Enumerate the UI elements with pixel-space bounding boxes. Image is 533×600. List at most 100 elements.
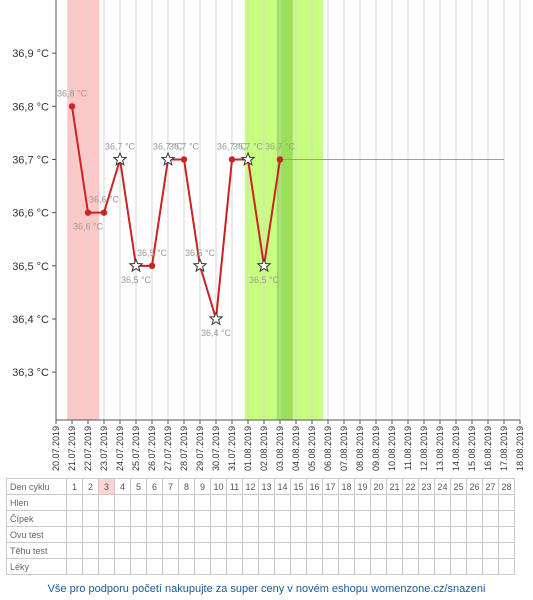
- table-cell: [194, 494, 211, 511]
- table-cell: [210, 542, 227, 559]
- table-cell: [82, 558, 99, 575]
- day-number: 25: [450, 478, 467, 495]
- star-marker: [240, 151, 256, 166]
- table-cell: [82, 526, 99, 543]
- day-number: 6: [146, 478, 163, 495]
- x-tick-label: 12.08.2019: [419, 426, 429, 471]
- table-cell: [162, 494, 179, 511]
- day-number: 15: [290, 478, 307, 495]
- cycle-bands: [67, 0, 324, 420]
- table-cell: [322, 510, 339, 527]
- table-cell: [82, 542, 99, 559]
- table-cell: [66, 542, 83, 559]
- day-number: 27: [482, 478, 499, 495]
- y-tick-label: 36,6 °C: [12, 208, 49, 220]
- table-cell: [322, 494, 339, 511]
- table-cell: [418, 558, 435, 575]
- y-tick-label: 36,5 °C: [12, 261, 49, 273]
- dot-marker: [68, 103, 76, 110]
- table-cell: [306, 558, 323, 575]
- table-cell: [226, 542, 243, 559]
- table-cell: [498, 494, 515, 511]
- day-number: 4: [114, 478, 131, 495]
- table-cell: [290, 510, 307, 527]
- table-cell: [306, 542, 323, 559]
- table-cell: [354, 526, 371, 543]
- data-label: 36,6 °C: [73, 222, 104, 232]
- day-number: 7: [162, 478, 179, 495]
- table-cell: [370, 526, 387, 543]
- table-cell: [434, 494, 451, 511]
- table-cell: [434, 542, 451, 559]
- x-tick-label: 08.08.2019: [355, 426, 365, 471]
- table-cell: [450, 558, 467, 575]
- table-cell: [178, 510, 195, 527]
- day-number: 14: [274, 478, 291, 495]
- table-cell: [82, 494, 99, 511]
- table-cell: [290, 494, 307, 511]
- promo-footer[interactable]: Vše pro podporu početí nakupujte za supe…: [47, 583, 486, 595]
- x-tick-label: 22.07.2019: [83, 426, 93, 471]
- dot-marker: [148, 262, 156, 270]
- table-cell: [114, 558, 131, 575]
- table-cell: [146, 526, 163, 543]
- table-cell: [386, 494, 403, 511]
- data-label: 36,4 °C: [201, 328, 232, 338]
- table-cell: [386, 526, 403, 543]
- x-tick-label: 06.08.2019: [323, 426, 333, 471]
- temperature-series: 36,8 °C 36,6 °C 36,6 °C 36,7 °C 36,5 °C 36,5 …: [57, 88, 504, 338]
- table-cell: [114, 542, 131, 559]
- day-number: 26: [466, 478, 483, 495]
- table-cell: [370, 510, 387, 527]
- table-cell: [114, 510, 131, 527]
- x-tick-label: 23.07.2019: [99, 426, 109, 471]
- table-cell: [386, 558, 403, 575]
- table-cell: [306, 494, 323, 511]
- day-number: 20: [370, 478, 387, 495]
- table-cell: [290, 526, 307, 543]
- table-cell: [178, 558, 195, 575]
- table-cell: [210, 558, 227, 575]
- table-cell: [322, 542, 339, 559]
- table-cell: [466, 542, 483, 559]
- table-row: Den cyklu 1 2 3 4 5 6 7 8 9 10 11 12 13 14 15 16 17 18 19 20…: [6, 478, 515, 495]
- star-marker: [192, 257, 208, 273]
- x-tick-label: 20.07.2019: [51, 426, 61, 471]
- data-label: 36,6 °C: [89, 195, 120, 205]
- table-cell: [482, 542, 499, 559]
- day-number: 17: [322, 478, 339, 495]
- row-label-hlen: Hlen: [6, 494, 67, 511]
- table-cell: [66, 494, 83, 511]
- table-cell: [498, 510, 515, 527]
- table-cell: [130, 526, 147, 543]
- table-cell: [258, 558, 275, 575]
- table-cell: [210, 526, 227, 543]
- x-tick-label: 29.07.2019: [195, 426, 205, 471]
- table-cell: [210, 510, 227, 527]
- table-row: Hlen: [6, 494, 515, 511]
- day-number: 2: [82, 478, 99, 495]
- table-cell: [482, 526, 499, 543]
- table-cell: [290, 558, 307, 575]
- temperature-chart: 36,3 °C36,4 °C36,5 °C36,6 °C36,7 °C36,8 …: [12, 0, 525, 471]
- x-tick-label: 18.08.2019: [515, 426, 525, 471]
- dot-marker: [100, 209, 108, 216]
- x-tick-label: 21.07.2019: [67, 426, 77, 471]
- table-cell: [146, 558, 163, 575]
- table-cell: [82, 510, 99, 527]
- x-tick-label: 28.07.2019: [179, 426, 189, 471]
- table-cell: [242, 494, 259, 511]
- table-cell: [274, 558, 291, 575]
- table-row: Ovu test: [6, 526, 515, 543]
- table-cell: [354, 542, 371, 559]
- table-cell: [402, 542, 419, 559]
- y-tick-label: 36,8 °C: [12, 101, 49, 113]
- table-cell: [162, 526, 179, 543]
- table-cell: [466, 510, 483, 527]
- table-cell: [450, 494, 467, 511]
- table-cell: [338, 558, 355, 575]
- table-cell: [226, 558, 243, 575]
- x-tick-label: 07.08.2019: [339, 426, 349, 471]
- table-cell: [370, 494, 387, 511]
- table-cell: [194, 526, 211, 543]
